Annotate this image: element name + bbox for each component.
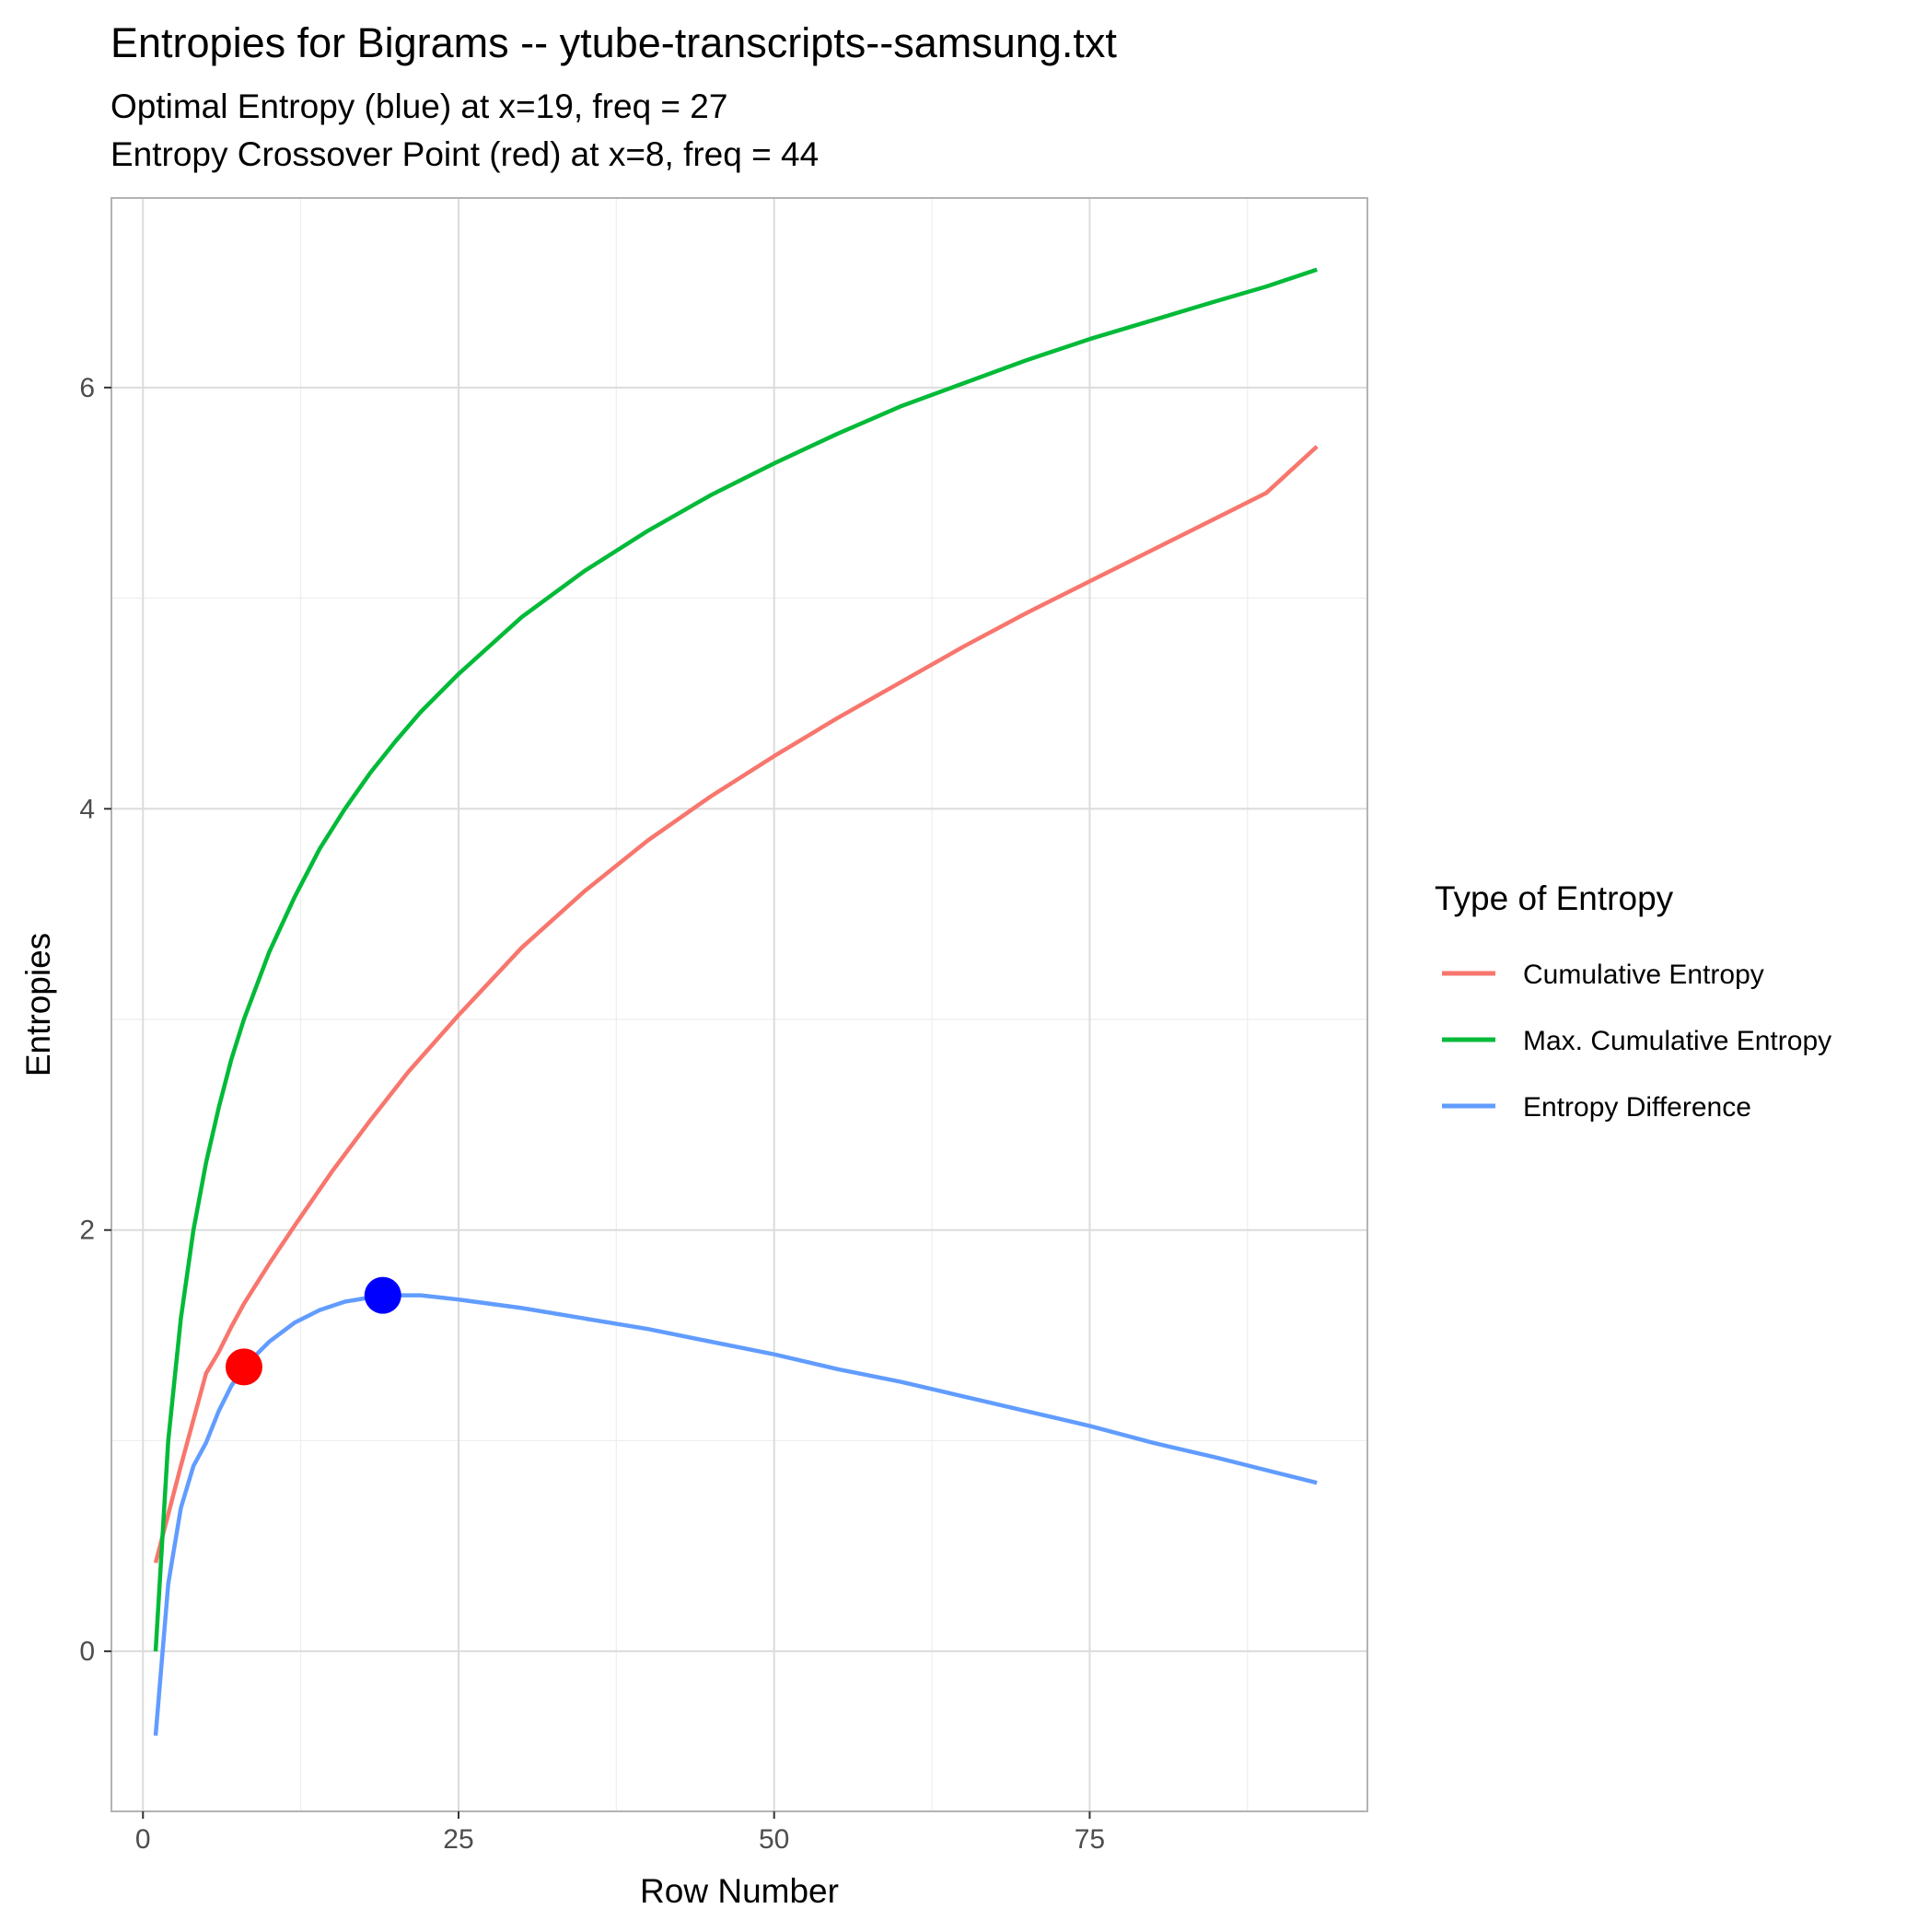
chart-subtitle-line-2: Entropy Crossover Point (red) at x=8, fr… [110, 135, 819, 173]
x-tick-label: 0 [135, 1824, 151, 1855]
chart-title: Entropies for Bigrams -- ytube-transcrip… [110, 19, 1117, 66]
legend-label-cumulative-entropy: Cumulative Entropy [1523, 960, 1764, 990]
x-axis-title: Row Number [640, 1872, 839, 1910]
optimal-entropy-point [364, 1276, 401, 1314]
legend-title: Type of Entropy [1435, 879, 1674, 917]
series-line-max-cumulative-entropy [153, 267, 1318, 1652]
x-axis-ticks: 0 25 50 75 [135, 1811, 1105, 1855]
crossover-point [225, 1348, 262, 1386]
legend-label-entropy-difference: Entropy Difference [1523, 1092, 1751, 1123]
legend: Type of Entropy Cumulative Entropy Max. C… [1435, 879, 1831, 1123]
major-gridlines [111, 198, 1367, 1811]
highlight-points [225, 1276, 401, 1386]
y-axis-title: Entropies [19, 933, 57, 1077]
y-axis-ticks: 0 2 4 6 [79, 373, 111, 1667]
x-tick-label: 75 [1075, 1824, 1105, 1855]
series-line-entropy-difference [153, 1293, 1318, 1736]
series-lines [153, 267, 1319, 1736]
x-tick-label: 25 [443, 1824, 473, 1855]
y-tick-label: 4 [79, 794, 95, 824]
y-tick-label: 6 [79, 373, 95, 403]
legend-items: Cumulative Entropy Max. Cumulative Entrop… [1442, 960, 1831, 1123]
y-tick-label: 2 [79, 1216, 95, 1246]
plot-panel-border [110, 197, 1368, 1812]
chart-subtitle-line-1: Optimal Entropy (blue) at x=19, freq = 2… [110, 87, 727, 125]
x-tick-label: 50 [759, 1824, 789, 1855]
y-tick-label: 0 [79, 1636, 95, 1667]
minor-gridlines [111, 198, 1367, 1811]
legend-label-max-cumulative-entropy: Max. Cumulative Entropy [1523, 1026, 1831, 1056]
series-line-cumulative-entropy [153, 445, 1319, 1564]
